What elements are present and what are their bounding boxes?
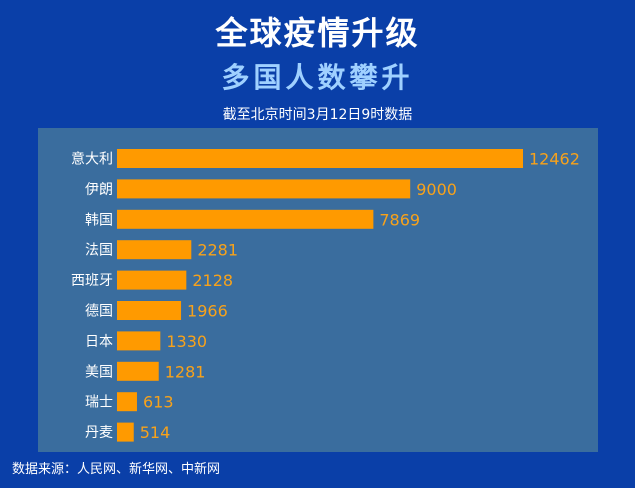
bar (117, 149, 523, 168)
bar (117, 361, 159, 381)
bar (117, 270, 187, 290)
bar (117, 301, 182, 320)
bar (117, 331, 161, 351)
bar (117, 179, 411, 199)
value-label: 613 (143, 393, 174, 412)
category-label: 西班牙 (71, 273, 113, 289)
category-label: 法国 (85, 243, 113, 259)
bar (117, 209, 374, 229)
value-label: 2128 (192, 271, 233, 290)
bar (117, 422, 134, 442)
bar (117, 240, 192, 260)
value-label: 7869 (379, 210, 420, 229)
category-label: 美国 (85, 364, 113, 380)
category-label: 意大利 (71, 151, 113, 168)
category-label: 韩国 (85, 212, 113, 228)
value-label: 1281 (165, 362, 206, 381)
category-label: 瑞士 (85, 395, 113, 411)
chart-subtitle: 多国人数攀升 (221, 61, 414, 94)
data-date-note: 截至北京时间3月12日9时数据 (222, 107, 413, 123)
category-label: 日本 (85, 334, 113, 350)
data-source: 数据来源：人民网、新华网、中新网 (12, 462, 221, 477)
value-label: 514 (140, 423, 171, 442)
value-label: 1330 (166, 332, 207, 351)
value-label: 1966 (187, 302, 228, 321)
value-label: 9000 (416, 180, 457, 199)
chart-title: 全球疫情升级 (215, 14, 420, 52)
value-label: 12462 (529, 150, 580, 169)
value-label: 2281 (197, 241, 238, 260)
bar (117, 392, 137, 412)
category-label: 德国 (85, 304, 113, 320)
category-label: 丹麦 (85, 425, 113, 441)
category-label: 伊朗 (85, 182, 113, 198)
